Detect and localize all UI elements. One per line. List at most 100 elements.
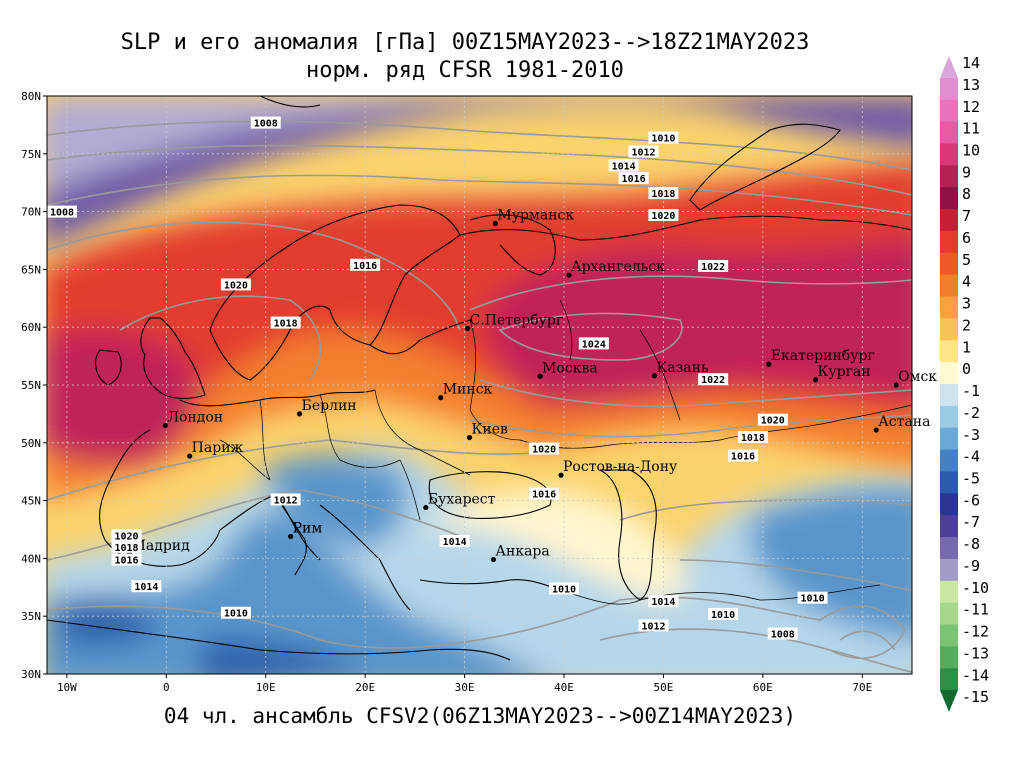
colorbar-swatch xyxy=(940,624,958,647)
colorbar-swatch xyxy=(940,121,958,144)
isobar-label: 1010 xyxy=(552,584,576,595)
city-label: Бухарест xyxy=(428,492,496,508)
isobar-label: 1016 xyxy=(532,490,556,501)
city-label: Архангельск xyxy=(571,259,665,275)
city-markers: Мурманск Архангельск С.Петербург Москва Каза… xyxy=(126,208,937,563)
colorbar-swatch xyxy=(940,230,958,254)
colorbar-label: 4 xyxy=(962,273,971,291)
colorbar-label: -2 xyxy=(962,404,980,422)
isobar-label-box xyxy=(767,627,798,640)
city-label: Курган xyxy=(818,364,871,380)
colorbar-swatch xyxy=(940,602,958,626)
city-dot xyxy=(893,382,899,388)
colorbar-label: 7 xyxy=(962,207,971,225)
isobar-label: 1014 xyxy=(443,537,467,548)
city-dot xyxy=(423,504,429,511)
colorbar-swatch xyxy=(940,515,958,538)
colorbar-label: 11 xyxy=(962,120,980,138)
colorbar-label: 2 xyxy=(962,316,971,334)
isobar-label-box xyxy=(270,316,301,329)
colorbar-swatch xyxy=(940,471,958,494)
colorbar-label: -1 xyxy=(962,382,980,400)
city-dot xyxy=(566,272,572,278)
colorbar-label: 10 xyxy=(962,141,980,159)
isobar-label-box xyxy=(618,172,649,185)
city-label: Екатеринбург xyxy=(771,348,875,364)
colorbar-swatch xyxy=(940,252,958,276)
colorbar-label: -14 xyxy=(962,666,989,684)
isobar-label: 1012 xyxy=(641,621,665,632)
city-label: Ростов-на-Дону xyxy=(563,459,678,475)
city-dot xyxy=(287,533,294,540)
city-dot xyxy=(464,325,471,331)
field-blue-balkan xyxy=(260,455,408,550)
field-purple-light xyxy=(47,96,700,193)
city-label: Париж xyxy=(192,440,244,456)
isobar-label: 1018 xyxy=(741,433,765,444)
city-dot xyxy=(492,220,499,227)
map-title-line2: норм. ряд CFSR 1981-2010 xyxy=(306,58,624,83)
colorbar-swatch xyxy=(940,99,958,123)
lat-label: 35N xyxy=(21,610,41,623)
city-dot xyxy=(558,472,564,478)
lat-label: 30N xyxy=(21,668,41,681)
isobar-label-box xyxy=(608,159,639,172)
colorbar-label: 8 xyxy=(962,185,971,203)
isobar-label: 1016 xyxy=(353,261,377,272)
colorbar-label: -13 xyxy=(962,644,989,662)
lon-label: 0 xyxy=(163,681,170,694)
colorbar-swatch xyxy=(940,340,958,363)
lon-label: 10E xyxy=(256,681,276,694)
colorbar-swatch xyxy=(940,537,958,560)
colorbar-swatch xyxy=(940,362,958,385)
colorbar-swatch xyxy=(940,296,958,319)
colorbar-label: 13 xyxy=(962,76,980,94)
colorbar-swatch xyxy=(940,646,958,669)
colorbar-label: -3 xyxy=(962,426,980,444)
colorbar-swatch xyxy=(940,274,958,298)
colorbar-swatch xyxy=(940,427,958,451)
isobar-label-box xyxy=(439,535,470,548)
lon-label: 50E xyxy=(653,681,673,694)
isobar-label: 1010 xyxy=(651,134,675,145)
isobar-label: 1008 xyxy=(254,119,278,130)
colorbar-label: 5 xyxy=(962,251,971,269)
isobar-label-box xyxy=(737,431,768,444)
isobar-label-box xyxy=(638,619,669,632)
isobar-label-box xyxy=(648,595,679,608)
isobar-label: 1014 xyxy=(612,161,636,172)
isobar-label: 1010 xyxy=(224,609,248,620)
map-axes: 80N 75N 70N 65N 60N 55N 50N 45N 40N 35N 30N 10W 0 10E… xyxy=(21,90,872,694)
city-dot xyxy=(490,556,497,563)
colorbar-label: -7 xyxy=(962,513,980,531)
isobar-label-box xyxy=(47,205,77,218)
isobar-label-box xyxy=(578,337,609,350)
city-dot xyxy=(438,395,444,401)
colorbar-label: 6 xyxy=(962,229,971,247)
colorbar-swatch xyxy=(940,165,958,188)
city-label: Омск xyxy=(898,369,937,385)
isobar-label-box xyxy=(220,606,251,619)
field-magenta-west xyxy=(47,329,198,465)
colorbar-swatch xyxy=(940,143,958,166)
isobar-label-box xyxy=(220,278,251,291)
lat-label: 40N xyxy=(21,552,41,565)
city-label: Рим xyxy=(293,520,323,536)
isobar-label: 1022 xyxy=(701,262,725,273)
colorbar-label: -12 xyxy=(962,623,989,641)
colorbar-swatch xyxy=(940,449,958,472)
colorbar-swatch xyxy=(940,668,958,691)
colorbar-label: -15 xyxy=(962,688,989,706)
city-dot xyxy=(537,373,543,379)
city-dot xyxy=(766,361,772,367)
isobar-label: 1020 xyxy=(114,531,138,542)
lon-label: 70E xyxy=(852,681,872,694)
isobar-label-box xyxy=(270,493,301,506)
isobar-label-box xyxy=(350,258,381,271)
colorbar-swatch xyxy=(940,77,958,101)
city-label: Астана xyxy=(878,414,930,430)
field-magenta-east xyxy=(487,237,912,402)
isobar-label-box xyxy=(708,607,739,620)
